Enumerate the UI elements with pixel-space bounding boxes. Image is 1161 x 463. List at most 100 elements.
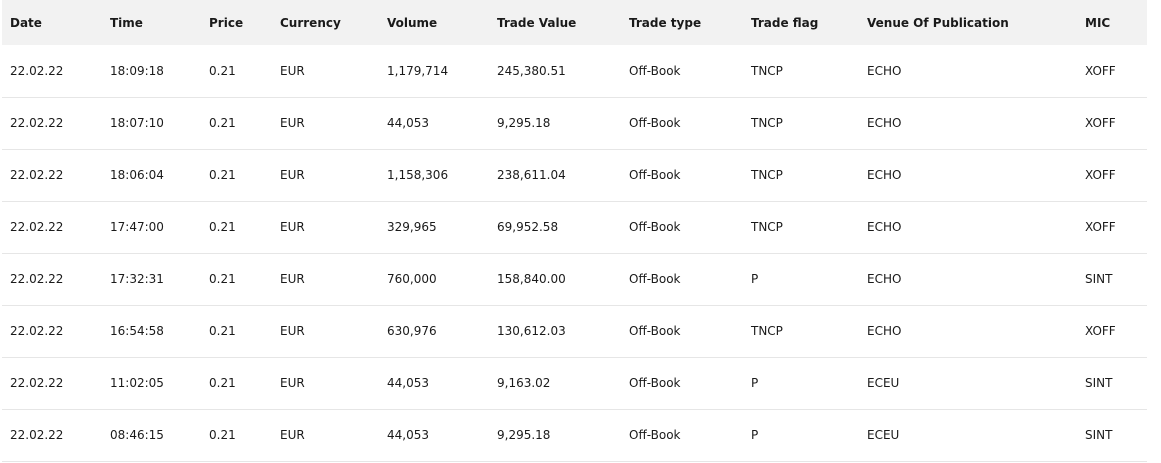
- cell-time: 17:32:31: [110, 272, 164, 286]
- cell-venue: ECHO: [867, 220, 902, 234]
- table-header: Date Time Price Currency Volume Trade Va…: [2, 0, 1147, 45]
- cell-mic: SINT: [1085, 376, 1113, 390]
- cell-mic: SINT: [1085, 428, 1113, 442]
- cell-price: 0.21: [209, 324, 236, 338]
- cell-mic: XOFF: [1085, 168, 1116, 182]
- cell-time: 11:02:05: [110, 376, 164, 390]
- cell-time: 17:47:00: [110, 220, 164, 234]
- header-row: Date Time Price Currency Volume Trade Va…: [2, 0, 1147, 45]
- column-header-venue[interactable]: Venue Of Publication: [867, 15, 1009, 30]
- cell-trade-value: 9,295.18: [497, 428, 551, 442]
- cell-trade-type: Off-Book: [629, 116, 681, 130]
- cell-venue: ECHO: [867, 116, 902, 130]
- column-header-date[interactable]: Date: [10, 15, 42, 30]
- cell-date: 22.02.22: [10, 63, 64, 78]
- column-header-trade-flag[interactable]: Trade flag: [751, 15, 819, 30]
- cell-price: 0.21: [209, 168, 236, 182]
- cell-currency: EUR: [280, 168, 305, 182]
- cell-date: 22.02.22: [10, 324, 64, 338]
- cell-currency: EUR: [280, 324, 305, 338]
- cell-currency: EUR: [280, 220, 305, 234]
- cell-currency: EUR: [280, 376, 305, 390]
- cell-currency: EUR: [280, 428, 305, 442]
- cell-mic: XOFF: [1085, 220, 1116, 234]
- cell-trade-type: Off-Book: [629, 376, 681, 390]
- cell-venue: ECHO: [867, 168, 902, 182]
- table-row: 22.02.22 17:32:31 0.21 EUR 760,000 158,8…: [2, 253, 1147, 305]
- cell-volume: 1,179,714: [387, 63, 449, 78]
- column-header-time[interactable]: Time: [110, 15, 143, 30]
- cell-currency: EUR: [280, 272, 305, 286]
- cell-venue: ECHO: [867, 272, 902, 286]
- cell-price: 0.21: [209, 63, 236, 78]
- table-row: 22.02.22 08:46:15 0.21 EUR 44,053 9,295.…: [2, 409, 1147, 461]
- cell-price: 0.21: [209, 272, 236, 286]
- cell-date: 22.02.22: [10, 116, 64, 130]
- cell-trade-value: 130,612.03: [497, 324, 566, 338]
- cell-trade-type: Off-Book: [629, 272, 681, 286]
- cell-time: 08:46:15: [110, 428, 164, 442]
- cell-trade-flag: TNCP: [751, 168, 783, 182]
- table-row: 22.02.22 18:06:04 0.21 EUR 1,158,306 238…: [2, 149, 1147, 201]
- cell-trade-flag: P: [751, 428, 759, 442]
- cell-time: 18:06:04: [110, 168, 164, 182]
- cell-volume: 1,158,306: [387, 168, 449, 182]
- cell-venue: ECEU: [867, 376, 900, 390]
- cell-venue: ECEU: [867, 428, 900, 442]
- cell-time: 16:54:58: [110, 324, 164, 338]
- column-header-trade-value[interactable]: Trade Value: [497, 15, 577, 30]
- cell-venue: ECHO: [867, 63, 902, 78]
- cell-volume: 44,053: [387, 376, 429, 390]
- cell-trade-type: Off-Book: [629, 428, 681, 442]
- table-row: 22.02.22 18:09:18 0.21 EUR 1,179,714 245…: [2, 45, 1147, 97]
- table-row: 22.02.22 17:47:00 0.21 EUR 329,965 69,95…: [2, 201, 1147, 253]
- cell-date: 22.02.22: [10, 168, 64, 182]
- cell-trade-type: Off-Book: [629, 220, 681, 234]
- cell-volume: 44,053: [387, 116, 429, 130]
- column-header-volume[interactable]: Volume: [387, 15, 438, 30]
- cell-trade-flag: P: [751, 376, 759, 390]
- cell-trade-flag: TNCP: [751, 116, 783, 130]
- cell-time: 18:07:10: [110, 116, 164, 130]
- cell-trade-value: 238,611.04: [497, 168, 566, 182]
- cell-venue: ECHO: [867, 324, 902, 338]
- cell-price: 0.21: [209, 116, 236, 130]
- cell-price: 0.21: [209, 428, 236, 442]
- cell-price: 0.21: [209, 220, 236, 234]
- cell-trade-flag: TNCP: [751, 63, 783, 78]
- cell-trade-flag: P: [751, 272, 759, 286]
- cell-trade-value: 245,380.51: [497, 63, 566, 78]
- cell-mic: XOFF: [1085, 324, 1116, 338]
- cell-trade-type: Off-Book: [629, 63, 681, 78]
- cell-volume: 44,053: [387, 428, 429, 442]
- cell-volume: 630,976: [387, 324, 437, 338]
- cell-mic: SINT: [1085, 272, 1113, 286]
- cell-date: 22.02.22: [10, 376, 64, 390]
- cell-trade-value: 158,840.00: [497, 272, 566, 286]
- cell-price: 0.21: [209, 376, 236, 390]
- cell-currency: EUR: [280, 116, 305, 130]
- cell-volume: 760,000: [387, 272, 437, 286]
- cell-trade-value: 9,295.18: [497, 116, 551, 130]
- cell-mic: XOFF: [1085, 63, 1116, 78]
- column-header-price[interactable]: Price: [209, 15, 244, 30]
- cell-time: 18:09:18: [110, 63, 164, 78]
- cell-trade-type: Off-Book: [629, 324, 681, 338]
- table-body: 22.02.22 18:09:18 0.21 EUR 1,179,714 245…: [2, 45, 1147, 461]
- cell-date: 22.02.22: [10, 272, 64, 286]
- table-row: 22.02.22 11:02:05 0.21 EUR 44,053 9,163.…: [2, 357, 1147, 409]
- table-row: 22.02.22 18:07:10 0.21 EUR 44,053 9,295.…: [2, 97, 1147, 149]
- cell-trade-flag: TNCP: [751, 220, 783, 234]
- cell-trade-type: Off-Book: [629, 168, 681, 182]
- cell-trade-value: 69,952.58: [497, 220, 559, 234]
- column-header-trade-type[interactable]: Trade type: [629, 15, 702, 30]
- cell-volume: 329,965: [387, 220, 437, 234]
- cell-date: 22.02.22: [10, 220, 64, 234]
- column-header-currency[interactable]: Currency: [280, 15, 341, 30]
- cell-trade-value: 9,163.02: [497, 376, 551, 390]
- cell-trade-flag: TNCP: [751, 324, 783, 338]
- cell-currency: EUR: [280, 63, 305, 78]
- column-header-mic[interactable]: MIC: [1085, 15, 1111, 30]
